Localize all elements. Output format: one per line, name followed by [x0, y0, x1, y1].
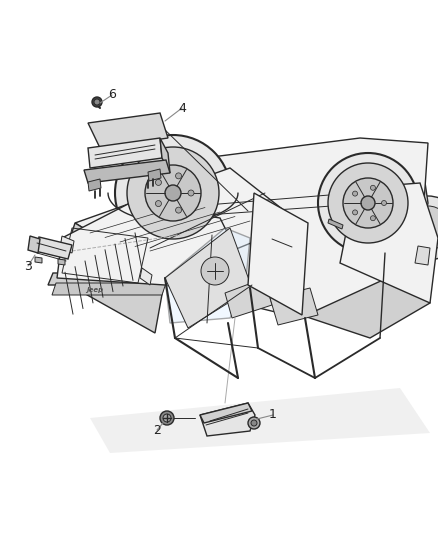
Polygon shape: [35, 237, 72, 259]
Polygon shape: [340, 183, 438, 303]
Polygon shape: [225, 278, 272, 318]
Polygon shape: [48, 273, 170, 285]
Polygon shape: [88, 113, 168, 148]
Polygon shape: [200, 403, 252, 423]
Polygon shape: [300, 143, 428, 288]
Text: 3: 3: [24, 260, 32, 272]
Polygon shape: [58, 259, 65, 265]
Polygon shape: [415, 246, 430, 265]
Circle shape: [396, 196, 438, 260]
Text: 6: 6: [108, 88, 116, 101]
Text: 4: 4: [178, 101, 186, 115]
Circle shape: [328, 163, 408, 243]
Polygon shape: [165, 138, 428, 318]
Circle shape: [353, 210, 357, 215]
Polygon shape: [248, 193, 308, 315]
Polygon shape: [165, 228, 252, 328]
Polygon shape: [295, 223, 430, 338]
Polygon shape: [90, 388, 430, 453]
Text: 1: 1: [269, 408, 277, 422]
Circle shape: [251, 420, 257, 426]
Polygon shape: [52, 283, 166, 295]
Polygon shape: [88, 179, 101, 191]
Circle shape: [165, 185, 181, 201]
Circle shape: [176, 173, 182, 179]
Polygon shape: [270, 288, 318, 325]
Circle shape: [201, 257, 229, 285]
Circle shape: [155, 180, 162, 185]
Circle shape: [163, 414, 171, 422]
Circle shape: [248, 417, 260, 429]
Circle shape: [160, 411, 174, 425]
Circle shape: [176, 207, 182, 213]
Polygon shape: [60, 236, 74, 253]
Circle shape: [94, 99, 100, 105]
Circle shape: [145, 165, 201, 221]
Circle shape: [188, 190, 194, 196]
Circle shape: [381, 200, 386, 206]
Circle shape: [318, 153, 418, 253]
Polygon shape: [35, 257, 42, 263]
Polygon shape: [165, 228, 250, 323]
Polygon shape: [84, 160, 170, 183]
Polygon shape: [57, 203, 235, 285]
Text: 2: 2: [153, 424, 161, 437]
Circle shape: [406, 206, 438, 250]
Polygon shape: [140, 268, 152, 285]
Polygon shape: [75, 168, 300, 278]
Polygon shape: [200, 403, 255, 436]
Circle shape: [353, 191, 357, 196]
Circle shape: [343, 178, 393, 228]
Circle shape: [371, 216, 375, 221]
Polygon shape: [160, 138, 170, 173]
Polygon shape: [28, 236, 40, 253]
Polygon shape: [57, 223, 165, 333]
Circle shape: [92, 97, 102, 107]
Circle shape: [361, 196, 375, 210]
Circle shape: [127, 147, 219, 239]
Polygon shape: [88, 138, 162, 168]
Text: Jeep: Jeep: [86, 287, 103, 293]
Circle shape: [115, 135, 231, 251]
Circle shape: [371, 185, 375, 190]
Circle shape: [155, 200, 162, 207]
Polygon shape: [328, 219, 343, 229]
Polygon shape: [148, 169, 161, 181]
